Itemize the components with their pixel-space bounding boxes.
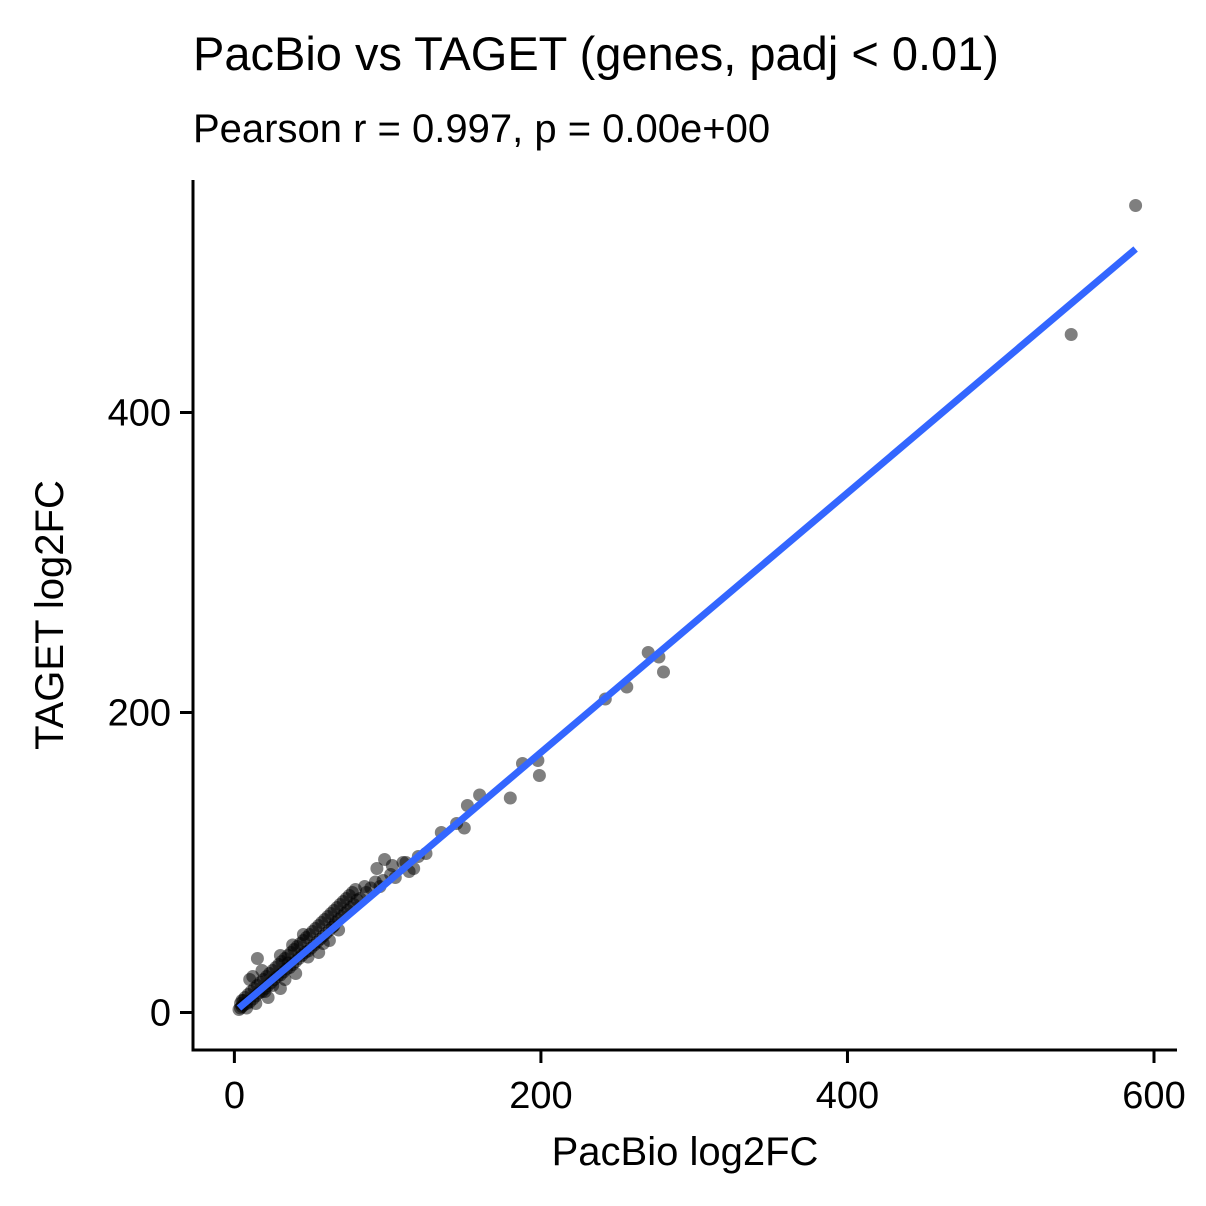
y-tick-label: 0 — [150, 993, 171, 1035]
x-axis-label: PacBio log2FC — [552, 1130, 819, 1174]
data-point — [1064, 328, 1078, 341]
x-tick-label: 600 — [1122, 1075, 1185, 1117]
y-tick-label: 400 — [108, 393, 171, 435]
data-point — [358, 880, 372, 893]
x-tick-label: 200 — [509, 1075, 572, 1117]
y-axis-label: TAGET log2FC — [28, 480, 72, 750]
x-axis-ticks: 0 200 400 600 — [224, 1050, 1186, 1117]
regression-line — [236, 246, 1138, 1011]
chart-title: PacBio vs TAGET (genes, padj < 0.01) — [193, 27, 999, 80]
data-point — [246, 970, 260, 983]
y-tick-label: 200 — [108, 693, 171, 735]
data-point — [370, 862, 384, 875]
x-tick-label: 0 — [224, 1075, 245, 1117]
data-point — [289, 967, 303, 980]
data-point — [250, 952, 264, 965]
data-point — [1129, 199, 1143, 212]
x-tick-label: 400 — [816, 1075, 879, 1117]
y-axis-ticks: 0 200 400 — [108, 393, 193, 1035]
chart-subtitle: Pearson r = 0.997, p = 0.00e+00 — [193, 107, 770, 151]
fit-line-layer — [236, 246, 1138, 1011]
data-point — [503, 791, 517, 805]
data-point — [255, 964, 269, 977]
data-point — [378, 853, 392, 866]
data-point — [657, 665, 670, 679]
data-point — [532, 769, 546, 782]
data-point — [296, 928, 310, 941]
data-point — [457, 821, 471, 835]
data-point — [286, 938, 300, 952]
data-point — [261, 991, 275, 1004]
